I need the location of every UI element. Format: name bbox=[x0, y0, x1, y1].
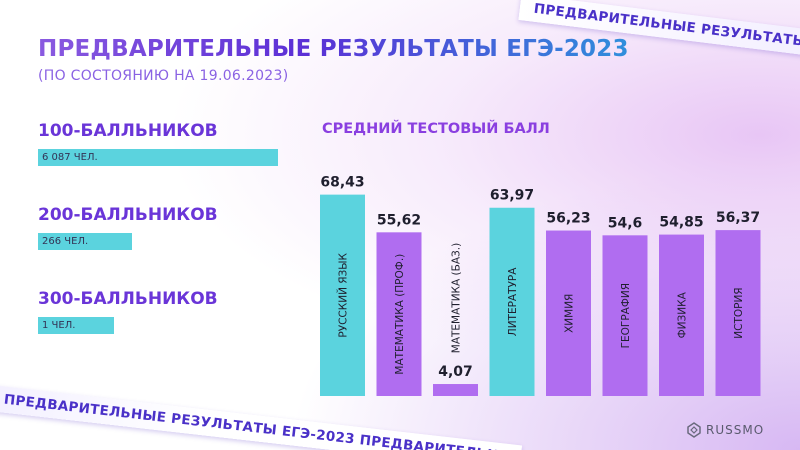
bar-value-label-5: 54,6 bbox=[608, 215, 643, 231]
bar-1 bbox=[376, 232, 422, 396]
bar-7 bbox=[715, 230, 761, 396]
bar-value-label-4: 56,23 bbox=[546, 211, 590, 227]
chart-title: Средний тестовый балл bbox=[322, 121, 550, 137]
bar-category-label-1: МАТЕМАТИКА (ПРОФ.) bbox=[394, 254, 406, 375]
stat-label-200: 200-балльников bbox=[38, 205, 218, 225]
russmo-logo-icon bbox=[687, 422, 701, 438]
bar-category-label-7: ИСТОРИЯ bbox=[733, 287, 745, 338]
stat-label-300: 300-балльников bbox=[38, 289, 218, 309]
bar-category-label-3: ЛИТЕРАТУРА bbox=[507, 267, 519, 336]
bar-6 bbox=[659, 234, 704, 396]
bar-category-label-2: МАТЕМАТИКА (БАЗ.) bbox=[451, 243, 463, 353]
bar-category-label-0: РУССКИЙ ЯЗЫК bbox=[337, 252, 350, 337]
bar-category-label-4: ХИМИЯ bbox=[564, 294, 576, 333]
bar-2 bbox=[433, 384, 478, 396]
bar-chart-svg: 68,43 РУССКИЙ ЯЗЫК 55,62 МАТЕМАТИКА (ПРОФ.)… bbox=[320, 175, 761, 396]
stat-label-100: 100-балльников bbox=[38, 121, 218, 141]
stat-bar-100: 6 087 чел. bbox=[38, 149, 278, 166]
bar-value-label-0: 68,43 bbox=[320, 175, 364, 191]
logo-text: RUSSMO bbox=[706, 423, 765, 437]
bar-value-label-3: 63,97 bbox=[490, 188, 534, 204]
bar-value-label-7: 56,37 bbox=[716, 210, 760, 226]
bar-category-label-5: ГЕОГРАФИЯ bbox=[620, 283, 632, 348]
bar-5 bbox=[602, 235, 648, 396]
bar-4 bbox=[546, 230, 591, 396]
page-subtitle: (ПО СОСТОЯНИЮ НА 19.06.2023) bbox=[38, 68, 289, 84]
bar-value-label-6: 54,85 bbox=[659, 215, 703, 231]
stat-bar-200: 266 чел. bbox=[38, 233, 132, 250]
page-title: ПРЕДВАРИТЕЛЬНЫЕ РЕЗУЛЬТАТЫ ЕГЭ-2023 bbox=[38, 36, 629, 62]
stat-bar-300: 1 чел. bbox=[38, 317, 114, 334]
bar-3 bbox=[489, 207, 535, 396]
bar-value-label-2: 4,07 bbox=[438, 364, 473, 380]
bar-chart: 68,43 РУССКИЙ ЯЗЫК 55,62 МАТЕМАТИКА (ПРОФ.)… bbox=[300, 150, 780, 400]
bar-0 bbox=[320, 194, 365, 396]
bar-category-label-6: ФИЗИКА bbox=[677, 291, 689, 338]
logo: RUSSMO bbox=[686, 420, 764, 440]
bar-value-label-1: 55,62 bbox=[377, 212, 421, 228]
